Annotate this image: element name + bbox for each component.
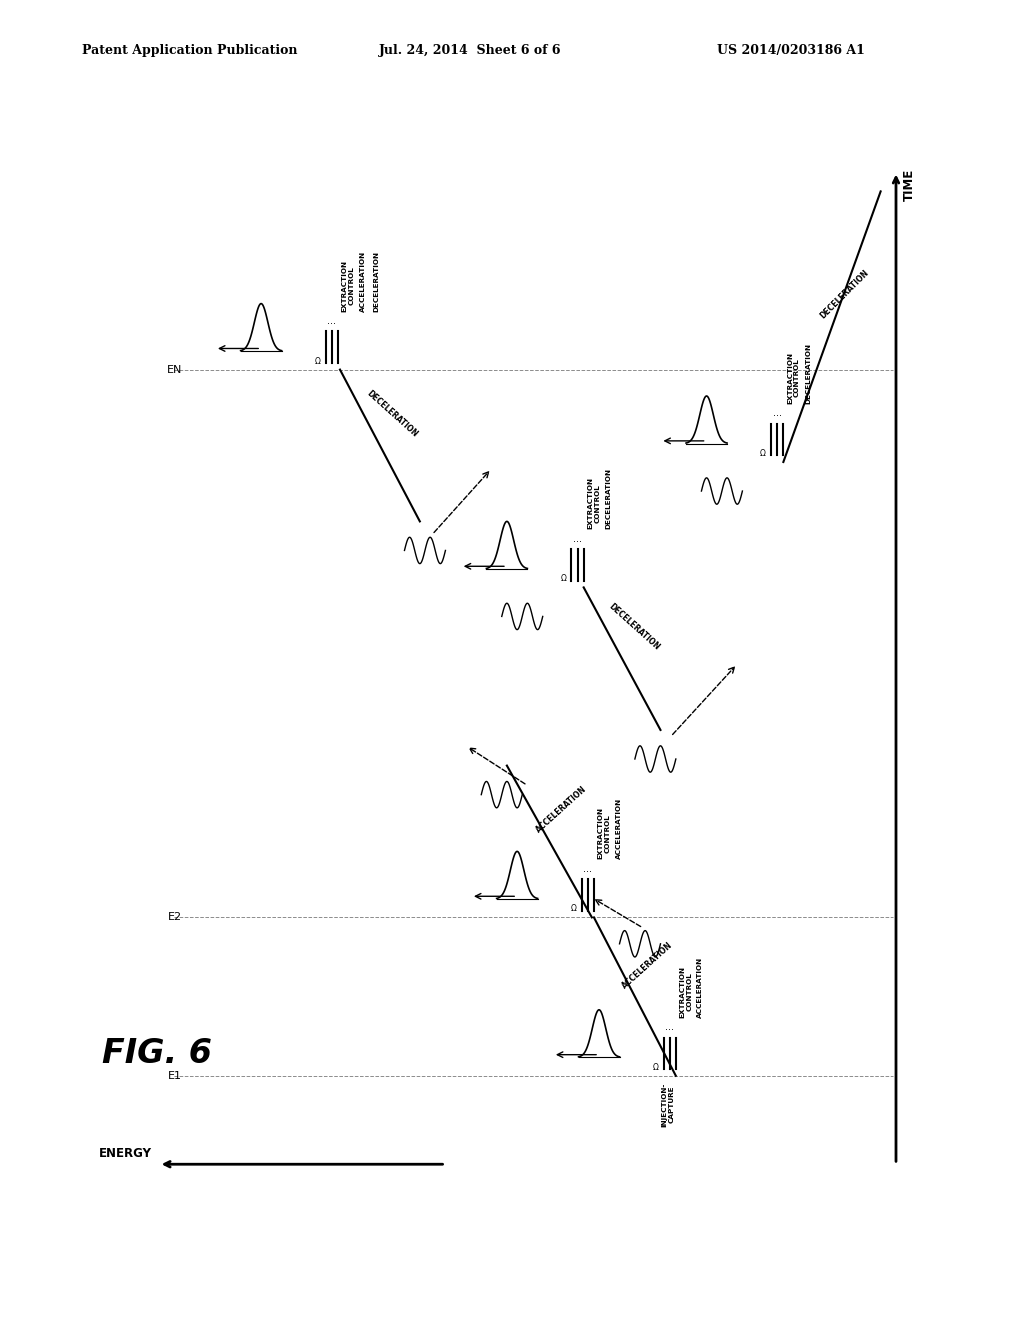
Text: DECELERATION: DECELERATION — [605, 469, 611, 529]
Text: ENERGY: ENERGY — [98, 1147, 152, 1160]
Text: DECELERATION: DECELERATION — [607, 602, 662, 652]
Text: Ω: Ω — [314, 356, 321, 366]
Text: ...: ... — [773, 408, 781, 418]
Text: ACCELERATION: ACCELERATION — [535, 785, 589, 836]
Text: US 2014/0203186 A1: US 2014/0203186 A1 — [717, 44, 864, 57]
Text: Ω: Ω — [652, 1063, 658, 1072]
Text: E1: E1 — [168, 1071, 182, 1081]
Text: Jul. 24, 2014  Sheet 6 of 6: Jul. 24, 2014 Sheet 6 of 6 — [379, 44, 561, 57]
Text: INJECTION-
CAPTURE: INJECTION- CAPTURE — [662, 1082, 674, 1127]
Text: ...: ... — [666, 1022, 674, 1032]
Text: ...: ... — [573, 533, 582, 544]
Text: Patent Application Publication: Patent Application Publication — [82, 44, 297, 57]
Text: ...: ... — [584, 863, 592, 874]
Text: EXTRACTION
CONTROL: EXTRACTION CONTROL — [588, 478, 600, 529]
Text: ...: ... — [328, 315, 336, 326]
Text: DECELERATION: DECELERATION — [805, 343, 811, 404]
Text: ACCELERATION: ACCELERATION — [697, 957, 703, 1018]
Text: DECELERATION: DECELERATION — [365, 388, 420, 438]
Text: ACCELERATION: ACCELERATION — [621, 940, 674, 990]
Text: ACCELERATION: ACCELERATION — [615, 799, 622, 859]
Text: DECELERATION: DECELERATION — [818, 268, 870, 321]
Text: EXTRACTION
CONTROL: EXTRACTION CONTROL — [680, 966, 692, 1018]
Text: TIME: TIME — [903, 169, 916, 201]
Text: EN: EN — [167, 364, 182, 375]
Text: ACCELERATION: ACCELERATION — [359, 251, 366, 312]
Text: DECELERATION: DECELERATION — [374, 251, 380, 312]
Text: Ω: Ω — [560, 574, 566, 583]
Text: EXTRACTION
CONTROL: EXTRACTION CONTROL — [598, 808, 610, 859]
Text: EXTRACTION
CONTROL: EXTRACTION CONTROL — [342, 260, 354, 312]
Text: Ω: Ω — [570, 904, 577, 913]
Text: E2: E2 — [168, 912, 182, 923]
Text: FIG. 6: FIG. 6 — [102, 1036, 212, 1069]
Text: EXTRACTION
CONTROL: EXTRACTION CONTROL — [787, 352, 800, 404]
Text: Ω: Ω — [760, 449, 766, 458]
